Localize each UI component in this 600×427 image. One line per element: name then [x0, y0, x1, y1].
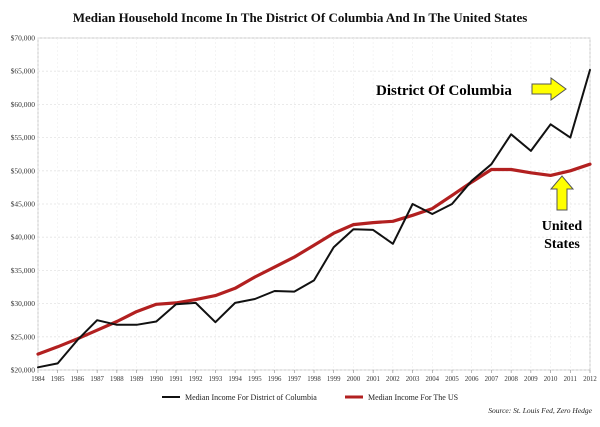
y-tick-label: $70,000 [11, 34, 36, 43]
chart-title: Median Household Income In The District … [73, 10, 528, 25]
x-tick-label: 1998 [307, 376, 321, 383]
x-tick-label: 1991 [169, 376, 183, 383]
source-note: Source: St. Louis Fed, Zero Hedge [488, 406, 592, 415]
x-tick-label: 2007 [485, 376, 499, 383]
x-tick-label: 1997 [287, 376, 301, 383]
y-tick-label: $30,000 [11, 299, 36, 308]
x-tick-label: 1995 [248, 376, 262, 383]
x-tick-label: 2005 [445, 376, 459, 383]
x-tick-label: 1992 [189, 376, 203, 383]
y-tick-label: $25,000 [11, 332, 36, 341]
x-tick-label: 2004 [425, 376, 439, 383]
y-tick-label: $55,000 [11, 133, 36, 142]
x-tick-label: 2009 [524, 376, 538, 383]
x-tick-label: 2002 [386, 376, 400, 383]
x-tick-label: 2006 [465, 376, 479, 383]
x-tick-label: 1985 [51, 376, 65, 383]
x-tick-label: 1994 [228, 376, 242, 383]
annotation-us-line: States [544, 237, 580, 252]
y-tick-label: $40,000 [11, 233, 36, 242]
arrow-up-icon [549, 175, 575, 211]
legend-label: Median Income For District of Columbia [185, 393, 317, 402]
x-tick-label: 2012 [583, 376, 597, 383]
x-tick-label: 2000 [347, 376, 361, 383]
y-tick-label: $20,000 [11, 366, 36, 375]
annotation-dc: District Of Columbia [376, 83, 512, 99]
y-tick-label: $50,000 [11, 166, 36, 175]
y-tick-label: $45,000 [11, 200, 36, 209]
arrow-right-icon [531, 77, 567, 101]
series-lines [36, 68, 592, 369]
x-tick-label: 1993 [209, 376, 223, 383]
x-tick-label: 1984 [31, 376, 45, 383]
x-tick-label: 2003 [406, 376, 420, 383]
x-tick-label: 2010 [544, 376, 558, 383]
annotations: District Of Columbia United States [376, 77, 583, 252]
series-line-dc [37, 68, 591, 369]
annotation-us-line: United [542, 219, 583, 234]
x-tick-label: 1990 [149, 376, 163, 383]
legend: Median Income For District of Columbia Me… [162, 393, 458, 402]
x-tick-label: 1988 [110, 376, 124, 383]
x-tick-label: 1986 [71, 376, 85, 383]
x-tick-label: 1989 [130, 376, 144, 383]
x-tick-label: 2011 [564, 376, 577, 383]
x-tick-label: 1996 [268, 376, 282, 383]
x-tick-label: 2008 [504, 376, 518, 383]
y-axis-ticks: $20,000 $25,000 $30,000 $35,000 $40,000 $45,0… [11, 34, 36, 375]
x-tick-label: 2001 [366, 376, 380, 383]
x-tick-label: 1999 [327, 376, 341, 383]
y-tick-label: $65,000 [11, 67, 36, 76]
grid-lines [37, 37, 591, 371]
legend-label: Median Income For The US [368, 393, 458, 402]
y-tick-label: $35,000 [11, 266, 36, 275]
series-line-us [36, 162, 592, 356]
x-axis-ticks: 1984 1985 1986 1987 1988 1989 1990 1991 1992 1993… [31, 370, 597, 383]
x-tick-label: 1987 [90, 376, 104, 383]
y-tick-label: $60,000 [11, 100, 36, 109]
